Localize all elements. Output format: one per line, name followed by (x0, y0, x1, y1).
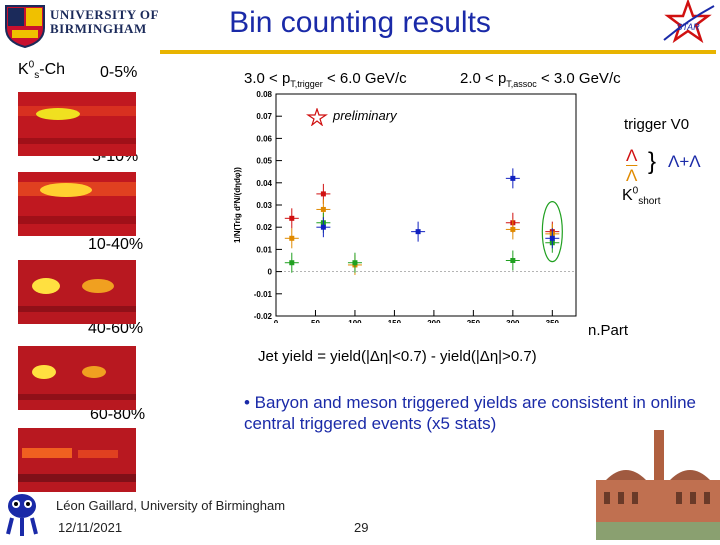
centrality-label-0: 0-5% (100, 64, 138, 81)
data-point (415, 229, 421, 235)
highlight-ellipse (541, 201, 563, 263)
correlation-heatmap-5-10 (18, 172, 136, 236)
x-tick-label: 350 (546, 319, 560, 323)
centrality-label-3: 40-60% (88, 320, 144, 337)
assoc-range-label: 2.0 < pT,assoc < 3.0 GeV/c (460, 70, 621, 89)
y-tick-label: 0 (268, 268, 273, 277)
y-tick-label: -0.02 (254, 312, 273, 321)
page-number: 29 (354, 520, 369, 535)
university-line-1: UNIVERSITY OF (50, 7, 159, 22)
legend-brace: } (648, 148, 657, 175)
particle-label: K0s-Ch (18, 60, 66, 82)
x-tick-label: 150 (388, 319, 402, 323)
legend-sum: Λ+Λ (668, 152, 701, 171)
y-tick-label: 0.01 (256, 245, 272, 254)
data-point (352, 260, 358, 266)
campus-photo-icon (596, 424, 720, 540)
mascot-icon (2, 490, 42, 538)
data-point (510, 258, 516, 263)
jet-yield-definition: Jet yield = yield(|Δη|<0.7) - yield(|Δη|… (258, 348, 537, 365)
preliminary-label: preliminary (333, 108, 397, 123)
trigger-range-label: 3.0 < pT,trigger < 6.0 GeV/c (244, 70, 407, 89)
y-tick-label: 0.06 (256, 134, 272, 143)
data-point (289, 260, 295, 266)
x-axis-label: n.Part (588, 322, 629, 339)
star-small-icon (306, 107, 328, 127)
x-tick-label: 300 (506, 319, 520, 323)
legend-k0: K0short (622, 186, 661, 208)
trigger-note: trigger V0 (624, 116, 690, 133)
centrality-label-2: 10-40% (88, 236, 144, 253)
y-tick-label: 0.02 (256, 223, 272, 232)
university-crest-icon (4, 4, 46, 49)
x-tick-label: 50 (311, 319, 320, 323)
correlation-heatmap-0-5 (18, 92, 136, 156)
y-tick-label: -0.01 (254, 290, 273, 299)
title-rule (160, 50, 716, 54)
x-tick-label: 250 (467, 319, 481, 323)
plot-frame (275, 93, 577, 317)
data-point (320, 224, 326, 230)
footer-date: 12/11/2021 (58, 520, 123, 535)
data-point (510, 175, 516, 181)
x-tick-label: 200 (427, 319, 441, 323)
y-tick-label: 0.03 (256, 201, 272, 210)
data-point (320, 206, 326, 212)
correlation-heatmap-40-60 (18, 346, 136, 410)
centrality-label-4: 60-80% (90, 406, 146, 423)
data-point (320, 191, 326, 197)
y-tick-label: 0.08 (256, 90, 272, 99)
yield-vs-npart-chart: -0.02 -0.01 0 0.01 0.02 0.03 0.04 0.05 0.06 0.07 0… (233, 90, 577, 323)
star-logo-label: STAR (676, 22, 700, 32)
slide-title: Bin counting results (229, 6, 491, 39)
y-tick-label: 0.07 (256, 112, 272, 121)
legend-antilambda: Λ (626, 166, 638, 185)
university-name: UNIVERSITY OF BIRMINGHAM (50, 8, 159, 36)
correlation-heatmap-10-40 (18, 260, 136, 324)
legend-lambda: Λ (626, 146, 638, 165)
x-tick-label: 100 (348, 319, 362, 323)
correlation-heatmap-60-80 (18, 428, 136, 492)
bullet-point: • Baryon and meson triggered yields are … (244, 393, 696, 433)
x-tick-label: 0 (274, 319, 279, 323)
data-point (289, 215, 295, 221)
data-point (549, 235, 555, 241)
data-point (289, 235, 295, 241)
university-line-2: BIRMINGHAM (50, 21, 147, 36)
footer-author: Léon Gaillard, University of Birmingham (56, 498, 286, 513)
y-tick-label: 0.05 (256, 157, 272, 166)
star-logo-icon: STAR (660, 0, 716, 44)
data-point (510, 226, 516, 232)
y-tick-label: 0.04 (256, 179, 272, 188)
y-axis-label: 1/N(Trig d²N/(dηdφ)) (233, 167, 242, 243)
